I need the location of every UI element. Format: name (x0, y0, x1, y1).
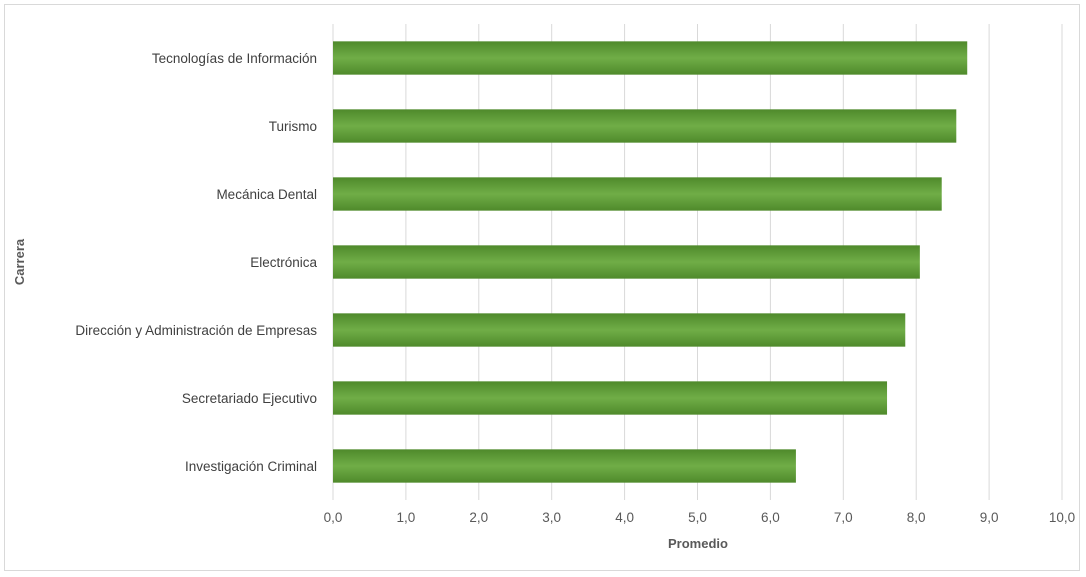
category-label: Investigación Criminal (185, 459, 317, 474)
category-label: Secretariado Ejecutivo (182, 391, 317, 406)
x-tick-label: 8,0 (907, 510, 926, 525)
bar (333, 449, 796, 483)
x-tick-label: 6,0 (761, 510, 780, 525)
bar (333, 41, 968, 75)
bar (333, 313, 906, 347)
x-tick-label: 3,0 (542, 510, 561, 525)
bar (333, 177, 942, 211)
category-label: Tecnologías de Información (152, 51, 317, 66)
category-label: Dirección y Administración de Empresas (75, 323, 317, 338)
bar (333, 109, 957, 143)
bar (333, 381, 888, 415)
bars (333, 41, 968, 483)
x-tick-label: 9,0 (980, 510, 999, 525)
category-label: Electrónica (250, 255, 317, 270)
x-tick-labels: 0,0 1,0 2,0 3,0 4,0 5,0 6,0 7,0 8,0 9,0 10,0 (324, 510, 1076, 525)
x-tick-label: 10,0 (1049, 510, 1075, 525)
x-tick-label: 1,0 (397, 510, 416, 525)
x-tick-label: 2,0 (469, 510, 488, 525)
category-labels: Tecnologías de Información Turismo Mecánic… (75, 51, 317, 474)
y-axis-title: Carrera (12, 238, 27, 285)
x-tick-label: 7,0 (834, 510, 853, 525)
x-tick-label: 5,0 (688, 510, 707, 525)
bar (333, 245, 920, 279)
x-tick-label: 4,0 (615, 510, 634, 525)
chart-frame (4, 4, 1080, 571)
x-tick-label: 0,0 (324, 510, 343, 525)
category-label: Mecánica Dental (216, 187, 317, 202)
category-label: Turismo (269, 119, 317, 134)
x-axis-title: Promedio (668, 536, 728, 551)
